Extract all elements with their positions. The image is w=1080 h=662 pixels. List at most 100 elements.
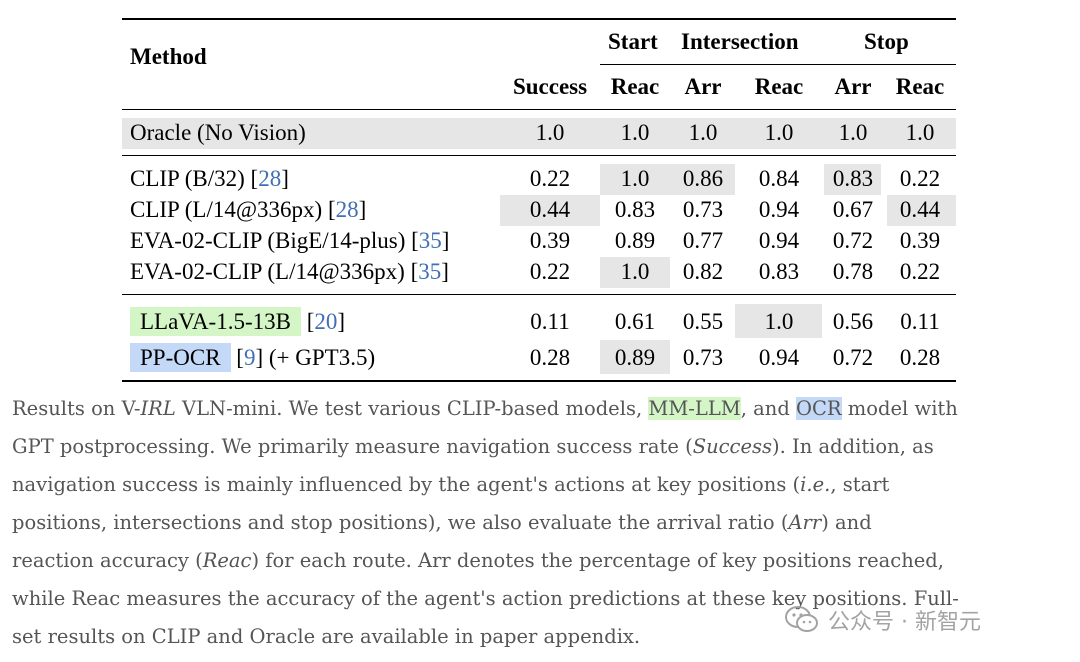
oracle-value: 1.0 — [688, 120, 718, 145]
caption-text: , start — [830, 473, 890, 496]
caption-text: ) and — [821, 511, 872, 534]
method-label: CLIP (L/14@336px) — [130, 197, 323, 222]
header-start: Start — [608, 29, 658, 54]
watermark: 公众号 · 新智元 — [784, 600, 981, 640]
value-cell: 0.67 — [832, 197, 874, 222]
method-name: PP-OCR [9] (+ GPT3.5) — [130, 343, 375, 373]
value-cell: 0.55 — [682, 309, 724, 334]
mm-llm-highlight: LLaVA-1.5-13B — [130, 307, 301, 336]
caption-italic: Reac — [202, 549, 252, 572]
caption-text: navigation success is mainly influenced … — [12, 473, 801, 496]
value-cell: 0.61 — [614, 309, 656, 334]
group-subrule — [600, 64, 956, 65]
method-label: EVA-02-CLIP (BigE/14-plus) — [130, 228, 406, 253]
oracle-value: 1.0 — [838, 120, 868, 145]
caption-line: set results on CLIP and Oracle are avail… — [12, 625, 641, 648]
value-cell: 0.94 — [758, 228, 800, 253]
table-caption: Results on V-IRL VLN-mini. We test vario… — [12, 390, 1074, 656]
oracle-value: 1.0 — [620, 120, 650, 145]
citation-link[interactable]: 28 — [335, 197, 359, 222]
caption-line: GPT postprocessing. We primarily measure… — [12, 428, 1074, 466]
caption-line: while Reac measures the accuracy of the … — [12, 587, 959, 610]
value-cell: 0.89 — [614, 345, 656, 370]
value-cell: 0.77 — [682, 228, 724, 253]
citation-link[interactable]: 35 — [418, 259, 442, 284]
method-name: CLIP (B/32) [28] — [130, 166, 289, 191]
method-suffix: (+ GPT3.5) — [268, 345, 376, 370]
citation-link[interactable]: 28 — [258, 166, 282, 191]
value-cell: 0.73 — [682, 345, 724, 370]
value-cell: 0.22 — [529, 166, 571, 191]
ocr-highlight: PP-OCR — [130, 343, 231, 372]
caption-text: , and — [740, 397, 797, 420]
caption-text: ). In addition, as — [772, 435, 934, 458]
results-table: Method Start Intersection Stop Success R… — [122, 18, 956, 382]
oracle-row-shade — [122, 118, 956, 149]
cell-shade — [887, 195, 956, 226]
cell-shade — [600, 257, 670, 288]
caption-italic: i.e. — [800, 473, 831, 496]
value-cell: 0.83 — [614, 197, 656, 222]
caption-text: model with — [841, 397, 958, 420]
value-cell: 0.86 — [682, 166, 724, 191]
value-cell: 0.73 — [682, 197, 724, 222]
value-cell: 0.94 — [758, 197, 800, 222]
header-success: Success — [512, 74, 588, 99]
header-stop-reac: Reac — [895, 74, 945, 99]
value-cell: 0.56 — [832, 309, 874, 334]
citation-link[interactable]: 35 — [418, 228, 442, 253]
caption-italic: IRL — [140, 397, 176, 420]
value-cell: 1.0 — [620, 166, 650, 191]
caption-line: Results on V-IRL VLN-mini. We test vario… — [12, 390, 1074, 428]
value-cell: 0.22 — [899, 166, 941, 191]
value-cell: 0.83 — [832, 166, 874, 191]
value-cell: 0.28 — [529, 345, 571, 370]
caption-text: Results on V- — [12, 397, 141, 420]
header-stop-arr: Arr — [834, 74, 872, 99]
caption-text: ) for each route. Arr denotes the percen… — [251, 549, 944, 572]
value-cell: 0.72 — [832, 345, 874, 370]
method-label: EVA-02-CLIP (L/14@336px) — [130, 259, 405, 284]
value-cell: 0.39 — [899, 228, 941, 253]
bottom-rule — [122, 380, 956, 382]
value-cell: 0.44 — [899, 197, 941, 222]
cell-shade — [600, 164, 735, 195]
cell-shade — [600, 340, 670, 374]
citation-link[interactable]: 20 — [314, 309, 338, 334]
value-cell: 0.11 — [900, 309, 940, 334]
header-stop: Stop — [864, 29, 909, 54]
method-name: CLIP (L/14@336px) [28] — [130, 197, 367, 222]
caption-text: positions, intersections and stop positi… — [12, 511, 789, 534]
cell-shade — [500, 195, 600, 226]
header-intersection: Intersection — [681, 29, 799, 54]
oracle-value: 1.0 — [905, 120, 935, 145]
caption-text: GPT postprocessing. We primarily measure… — [12, 435, 693, 458]
oracle-rule — [122, 155, 956, 156]
citation-link[interactable]: 9 — [243, 345, 256, 370]
mm-llm-caption-highlight: MM-LLM — [648, 397, 741, 420]
value-cell: 0.78 — [832, 259, 874, 284]
watermark-text: 公众号 · 新智元 — [828, 610, 981, 635]
oracle-method: Oracle (No Vision) — [130, 120, 306, 145]
value-cell: 0.28 — [899, 345, 941, 370]
oracle-value: 1.0 — [764, 120, 794, 145]
method-name: LLaVA-1.5-13B [20] — [130, 307, 345, 337]
caption-line: positions, intersections and stop positi… — [12, 504, 1074, 542]
method-label: CLIP (B/32) — [130, 166, 245, 191]
header-rule — [122, 109, 956, 110]
value-cell: 0.44 — [529, 197, 571, 222]
caption-text: VLN-mini. We test various CLIP-based mod… — [175, 397, 649, 420]
cell-shade — [824, 164, 881, 195]
value-cell: 1.0 — [620, 259, 650, 284]
value-cell: 0.89 — [614, 228, 656, 253]
method-name: EVA-02-CLIP (BigE/14-plus) [35] — [130, 228, 450, 253]
caption-italic: Success — [692, 435, 773, 458]
value-cell: 0.39 — [529, 228, 571, 253]
caption-text: reaction accuracy ( — [12, 549, 203, 572]
caption-italic: Arr — [788, 511, 822, 534]
caption-line: navigation success is mainly influenced … — [12, 466, 1074, 504]
value-cell: 0.72 — [832, 228, 874, 253]
value-cell: 0.84 — [758, 166, 800, 191]
wechat-icon — [785, 606, 818, 632]
caption-line: reaction accuracy (Reac) for each route.… — [12, 542, 1074, 580]
